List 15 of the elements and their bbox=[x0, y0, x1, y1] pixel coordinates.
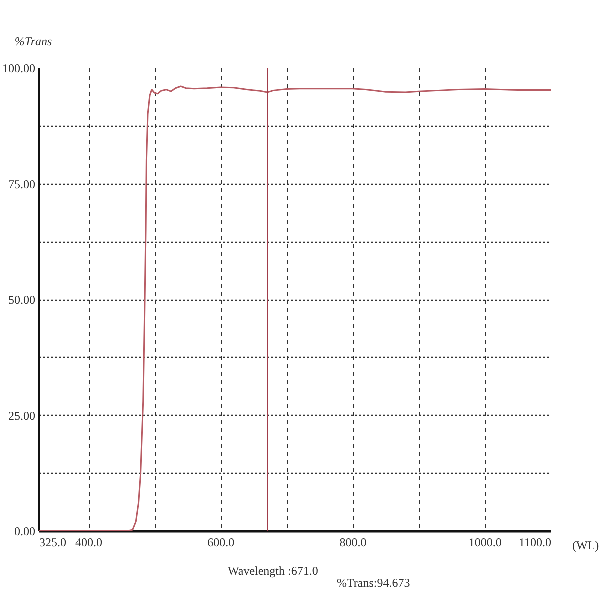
x-tick-label: 1000.0 bbox=[468, 536, 502, 550]
x-tick-label: 1100.0 bbox=[518, 536, 552, 550]
y-tick-label: 100.00 bbox=[2, 62, 36, 76]
text: %Trans:94.673 bbox=[337, 576, 410, 590]
y-tick-label: 50.00 bbox=[8, 293, 36, 307]
y-tick-label: 0.00 bbox=[14, 524, 36, 538]
x-tick-label: 600.0 bbox=[208, 536, 235, 550]
x-axis-title: (WL) bbox=[572, 538, 600, 552]
y-axis-title: %Trans bbox=[14, 34, 52, 48]
x-tick-label: 325.0 bbox=[40, 536, 66, 550]
x-tick-label: 400.0 bbox=[76, 536, 103, 550]
text: Wavelength :671.0 bbox=[228, 564, 318, 578]
y-tick-label: 75.00 bbox=[8, 177, 36, 192]
y-tick-label: 25.00 bbox=[8, 408, 36, 423]
x-tick-label: 800.0 bbox=[340, 536, 367, 550]
